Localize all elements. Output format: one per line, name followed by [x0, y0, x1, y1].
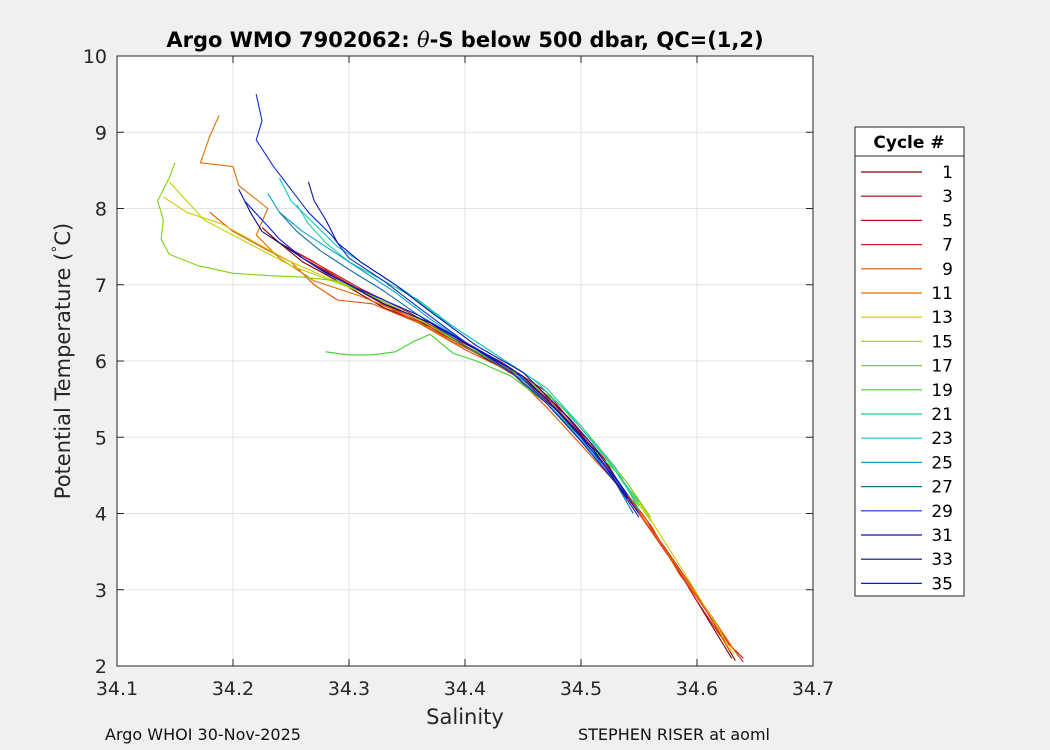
series-line-cycle-33 [238, 189, 628, 499]
y-tick-label: 5 [95, 427, 107, 449]
series-line-cycle-29 [255, 93, 640, 518]
legend-box [854, 126, 965, 597]
y-label-main: Potential Temperature ( [51, 253, 75, 500]
legend-label-cycle-5: 5 [942, 211, 953, 231]
series-line-cycle-21 [296, 204, 640, 510]
legend-label-cycle-21: 21 [931, 405, 953, 425]
chart-title: Argo WMO 7902062: θ-S below 500 dbar, QC… [166, 28, 763, 52]
title-suffix: -S below 500 dbar, QC=(1,2) [430, 28, 764, 52]
series-layer [157, 93, 744, 663]
legend-title: Cycle # [873, 133, 944, 153]
series-line-cycle-23 [278, 177, 640, 503]
legend-label-cycle-35: 35 [931, 574, 953, 594]
footer-left-text: Argo WHOI 30-Nov-2025 [105, 725, 301, 744]
x-tick-label: 34.3 [328, 678, 370, 700]
legend-label-cycle-25: 25 [931, 453, 953, 473]
ticks [116, 55, 814, 667]
legend-label-cycle-13: 13 [931, 308, 953, 328]
legend-label-cycle-9: 9 [942, 260, 953, 280]
title-prefix: Argo WMO 7902062: [166, 28, 417, 52]
x-tick-label: 34.6 [676, 678, 718, 700]
legend-label-cycle-17: 17 [931, 357, 953, 377]
legend-label-cycle-33: 33 [931, 550, 953, 570]
y-label-unit: C) [51, 223, 75, 246]
y-tick-label: 10 [83, 46, 107, 68]
legend-label-cycle-27: 27 [931, 478, 953, 498]
tick-labels: 34.1 34.2 34.3 34.4 34.5 34.6 34.7 2 3 4 5 6 7 8 9 10 [83, 46, 834, 700]
legend-label-cycle-11: 11 [931, 284, 953, 304]
y-tick-label: 3 [95, 580, 107, 602]
series-line-cycle-25 [267, 193, 628, 499]
legend-label-cycle-31: 31 [931, 526, 953, 546]
legend-label-cycle-15: 15 [931, 332, 953, 352]
x-tick-label: 34.1 [96, 678, 138, 700]
legend-label-cycle-29: 29 [931, 502, 953, 522]
x-tick-label: 34.2 [212, 678, 254, 700]
series-line-cycle-11 [199, 115, 740, 658]
y-axis-label: Potential Temperature (°C) [50, 223, 75, 499]
y-tick-label: 9 [95, 122, 107, 144]
y-tick-label: 6 [95, 351, 107, 373]
legend-label-cycle-1: 1 [942, 163, 953, 183]
x-tick-label: 34.4 [444, 678, 486, 700]
footer-right-text: STEPHEN RISER at aoml [578, 725, 770, 744]
series-line-cycle-31 [307, 181, 628, 495]
y-tick-label: 2 [95, 656, 107, 678]
y-tick-label: 4 [95, 504, 107, 526]
y-tick-label: 7 [95, 275, 107, 297]
series-line-cycle-35 [244, 200, 640, 514]
y-tick-label: 8 [95, 199, 107, 221]
title-theta-symbol: θ [417, 28, 430, 52]
legend-label-cycle-23: 23 [931, 429, 953, 449]
y-label-degree: ° [50, 246, 66, 253]
x-axis-label: Salinity [426, 705, 504, 729]
x-tick-label: 34.5 [560, 678, 602, 700]
x-tick-label: 34.7 [792, 678, 834, 700]
legend-label-cycle-7: 7 [942, 236, 953, 256]
legend-label-cycle-19: 19 [931, 381, 953, 401]
legend-label-cycle-3: 3 [942, 187, 953, 207]
